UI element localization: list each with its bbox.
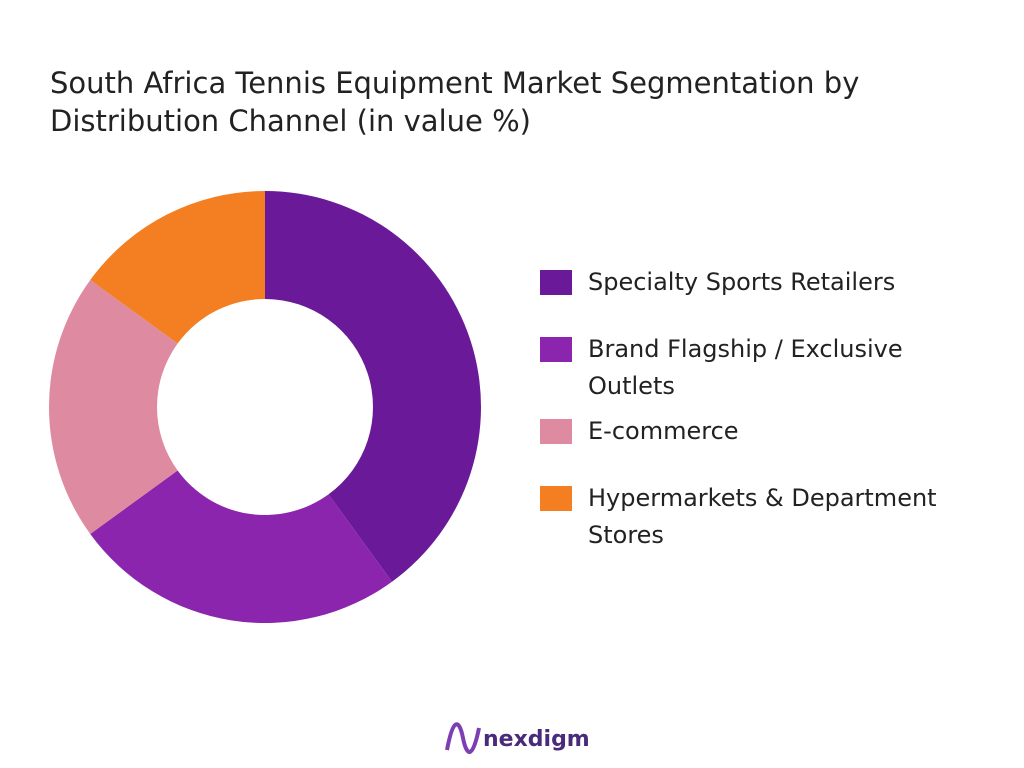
legend-swatch (540, 270, 572, 295)
legend: Specialty Sports Retailers Brand Flagship… (540, 264, 960, 554)
legend-label: Specialty Sports Retailers (588, 268, 896, 296)
chart-title: South Africa Tennis Equipment Market Seg… (50, 66, 860, 138)
legend-item: Hypermarkets & Department Stores (540, 480, 960, 554)
legend-item: Specialty Sports Retailers (540, 264, 960, 301)
legend-item: Brand Flagship / Exclusive Outlets (540, 331, 960, 405)
legend-label: Brand Flagship / Exclusive Outlets (588, 335, 903, 400)
logo-icon (445, 722, 481, 754)
brand-name: nexdigm (483, 726, 590, 752)
brand-logo: nexdigm (443, 722, 590, 756)
legend-swatch (540, 419, 572, 444)
legend-swatch (540, 486, 572, 511)
legend-item: E-commerce (540, 413, 960, 450)
donut-slice (90, 470, 392, 623)
donut-slice (265, 191, 482, 582)
legend-label: Hypermarkets & Department Stores (588, 484, 937, 549)
donut-slice (49, 280, 178, 534)
legend-label: E-commerce (588, 417, 739, 445)
legend-swatch (540, 337, 572, 362)
chart (49, 191, 482, 623)
donut-slice (90, 191, 266, 344)
